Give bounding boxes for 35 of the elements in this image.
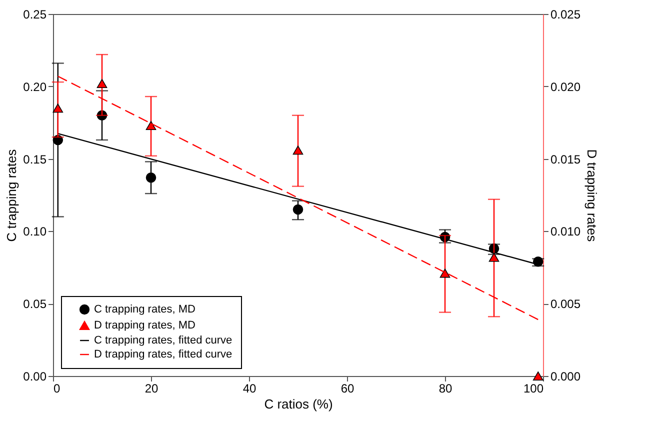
y-tick-label: 0.00 (23, 370, 47, 384)
x-tick-label: 20 (144, 382, 158, 396)
y-tick-label: 0.25 (23, 8, 47, 22)
legend-label: C trapping rates, fitted curve (94, 334, 232, 346)
legend-label: D trapping rates, fitted curve (94, 348, 232, 360)
point (146, 120, 156, 130)
x-tick-label: 100 (523, 382, 544, 396)
point (146, 172, 156, 183)
point (52, 104, 64, 113)
point (532, 371, 544, 381)
y2-tick-label: 0.020 (550, 80, 581, 94)
y2-tick-label: 0.010 (550, 224, 581, 239)
y-tick-label: 0.15 (23, 152, 47, 166)
y2-axis-title: D trapping rates (584, 149, 600, 242)
y-tick-label: 0.05 (23, 297, 47, 312)
x-axis-title: C ratios (%) (264, 396, 333, 412)
legend-label: D trapping rates, MD (94, 320, 196, 332)
x-tick-label: 60 (340, 382, 354, 396)
y2-tick-label: 0.015 (550, 152, 581, 166)
point (292, 204, 304, 215)
point (488, 252, 500, 262)
legend-label: C trapping rates, MD (94, 304, 196, 316)
x-tick-label: 80 (438, 382, 452, 396)
point (440, 268, 450, 278)
point (532, 256, 544, 267)
y-tick-label: 0.20 (23, 80, 47, 94)
y-axis-title: C trapping rates (4, 148, 20, 242)
point (292, 146, 304, 155)
y-tick-label: 0.10 (23, 224, 47, 239)
x-tick-label: 40 (242, 382, 256, 396)
point (96, 78, 108, 88)
x-tick-label: 0 (54, 382, 60, 396)
y2-tick-label: 0.025 (550, 8, 581, 22)
y2-tick-label: 0.005 (550, 297, 581, 312)
y2-tick-label: 0.000 (550, 370, 581, 384)
